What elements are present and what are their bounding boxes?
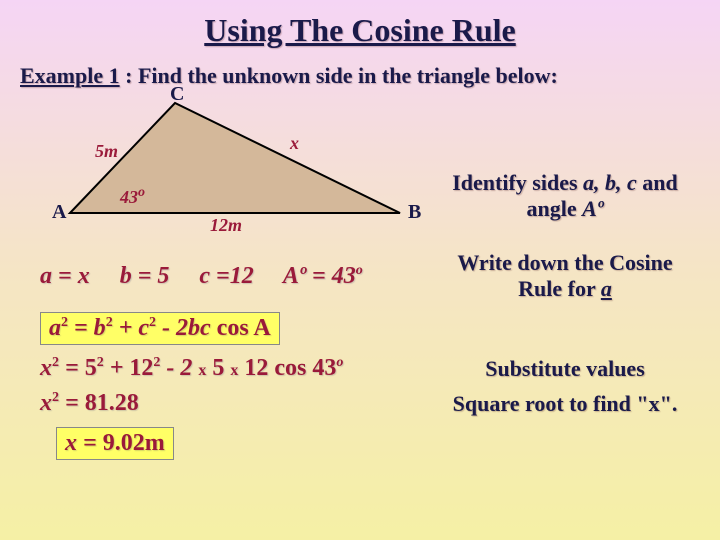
ae: = bbox=[77, 430, 103, 456]
ia: a = bbox=[40, 263, 72, 289]
answer-box: x = 9.02m bbox=[56, 427, 174, 460]
vertex-b: B bbox=[408, 201, 421, 224]
iangv: 43 bbox=[326, 263, 356, 289]
sv3: 5 bbox=[206, 355, 230, 381]
t1: Identify sides bbox=[452, 170, 583, 195]
fp: + c bbox=[113, 315, 149, 341]
side-cb: x bbox=[290, 133, 299, 154]
rs: 2 bbox=[52, 390, 59, 405]
t4: Aº bbox=[582, 196, 603, 221]
fc: cos A bbox=[217, 315, 271, 341]
identify-line: a = x b = 5 c =12 Aº = 43o bbox=[40, 263, 363, 290]
explain-subst: Substitute values bbox=[435, 356, 695, 382]
sm: - 2 bbox=[160, 355, 198, 381]
vertex-c: C bbox=[170, 83, 184, 106]
fs1: 2 bbox=[61, 315, 68, 330]
result-line: x2 = 81.28 bbox=[40, 390, 139, 417]
fe: = b bbox=[68, 315, 106, 341]
ss1: 2 bbox=[52, 355, 59, 370]
substitution: x2 = 52 + 122 - 2 x 5 x 12 cos 43o bbox=[40, 355, 343, 382]
rl: x bbox=[40, 390, 52, 416]
slide-title: Using The Cosine Rule bbox=[0, 0, 720, 49]
sso: o bbox=[336, 355, 343, 370]
angle-a: 43o bbox=[120, 185, 145, 208]
triangle-diagram: C A B 5m x 12m 43o bbox=[60, 93, 420, 238]
side-ab: 12m bbox=[210, 215, 242, 236]
iangs: o bbox=[356, 263, 363, 278]
side-ac: 5m bbox=[95, 141, 118, 162]
fs2: 2 bbox=[106, 315, 113, 330]
al: x bbox=[65, 430, 77, 456]
ib: b = bbox=[120, 263, 152, 289]
t2: a, b, c bbox=[583, 170, 637, 195]
fl: a bbox=[49, 315, 61, 341]
ss2: 2 bbox=[97, 355, 104, 370]
av: 9.02m bbox=[103, 430, 165, 456]
vertex-a: A bbox=[52, 201, 66, 224]
cosine-formula: a2 = b2 + c2 - 2bc cos A bbox=[40, 312, 280, 345]
explain-rule: Write down the Cosine Rule for a bbox=[435, 250, 695, 302]
re: = bbox=[59, 390, 85, 416]
explain-identify: Identify sides a, b, c and angle Aº bbox=[430, 170, 700, 222]
e2a: Write down the Cosine Rule for bbox=[457, 250, 672, 301]
fs3: 2 bbox=[149, 315, 156, 330]
se: = bbox=[59, 355, 85, 381]
e2b: a bbox=[601, 276, 612, 301]
sv4: 12 bbox=[238, 355, 274, 381]
iang: Aº = bbox=[283, 263, 326, 289]
angle-val: 43 bbox=[120, 187, 138, 207]
icv: 12 bbox=[230, 263, 254, 289]
sv2: 12 bbox=[129, 355, 153, 381]
explain-sqrt: Square root to find "x". bbox=[435, 391, 695, 417]
sc: cos 43 bbox=[274, 355, 336, 381]
iav: x bbox=[72, 263, 90, 289]
example-line: Example 1 : Find the unknown side in the… bbox=[0, 49, 720, 93]
rv: 81.28 bbox=[85, 390, 139, 416]
ibv: 5 bbox=[151, 263, 169, 289]
sv1: 5 bbox=[85, 355, 97, 381]
ic: c = bbox=[199, 263, 229, 289]
example-text: : Find the unknown side in the triangle … bbox=[120, 63, 558, 88]
sl: x bbox=[40, 355, 52, 381]
fm: - 2bc bbox=[156, 315, 217, 341]
example-prefix: Example 1 bbox=[20, 63, 120, 88]
angle-sup: o bbox=[138, 185, 145, 200]
sp: + bbox=[104, 355, 130, 381]
